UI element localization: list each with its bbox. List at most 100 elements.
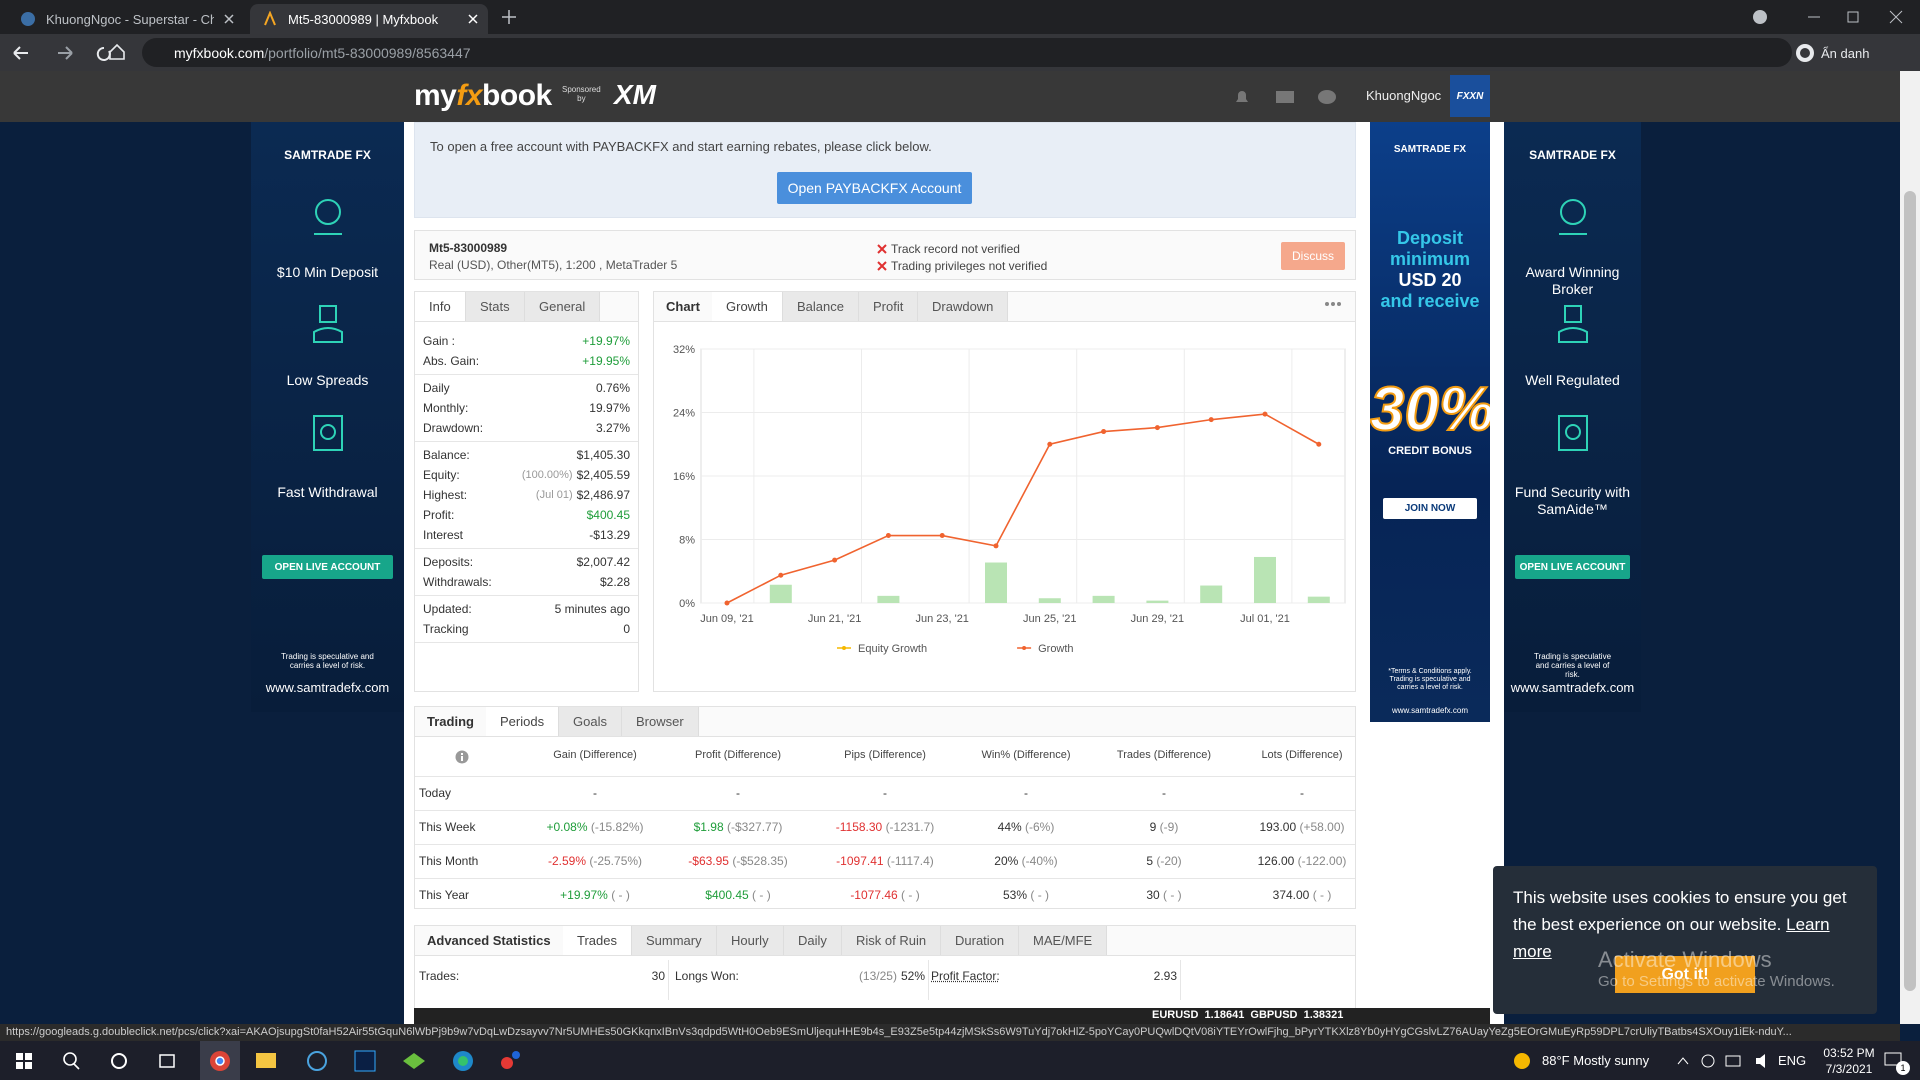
profile-icon (1796, 44, 1814, 62)
x-tick-label: Jun 29, '21 (1131, 613, 1184, 625)
column-header: Win% (Difference) (981, 749, 1071, 761)
adv-note: (13/25) (858, 969, 897, 983)
tab[interactable]: Browser (622, 707, 699, 736)
scrollbar[interactable] (1900, 71, 1920, 1024)
browser-tab[interactable]: KhuongNgoc - Superstar - Chậm (8, 4, 244, 34)
tab-title: Mt5-83000989 | Myfxbook (288, 11, 439, 27)
row-divider (415, 776, 1355, 777)
logo[interactable]: myfxbook (414, 79, 552, 113)
column-header: Trades (Difference) (1116, 749, 1212, 761)
left-ad[interactable]: SAMTRADE FX $10 Min Deposit Low Spreads Fas… (251, 122, 404, 712)
chart-menu[interactable] (1324, 301, 1342, 307)
stats-row: Abs. Gain: +19.95% (423, 351, 630, 371)
ad-bonus: 30% (1370, 374, 1490, 445)
tab[interactable]: Info (415, 292, 466, 321)
cell-diff: ( - ) (752, 888, 771, 902)
tab[interactable]: Goals (559, 707, 622, 736)
sponsor-logo[interactable]: XM (614, 79, 656, 110)
stats-value: 0.76% (595, 381, 630, 395)
account-bar: Mt5-83000989 Real (USD), Other(MT5), 1:2… (414, 230, 1356, 280)
omnibox[interactable]: myfxbook.com/portfolio/mt5-83000989/8563… (142, 38, 1792, 67)
cell-diff: (-6%) (1025, 820, 1055, 834)
tab[interactable]: Risk of Ruin (842, 926, 942, 955)
nav-buttons[interactable] (12, 44, 122, 62)
cell-value: 5 (1146, 854, 1153, 868)
close-icon[interactable] (224, 14, 234, 24)
ad-headline-line: minimum (1389, 249, 1470, 269)
tab[interactable]: Balance (783, 292, 859, 321)
chart-panel: Chart Growth Balance Profit Drawdown 0% 8% 16%… (653, 291, 1356, 692)
user-avatar[interactable]: FXXN (1450, 75, 1490, 117)
scroll-thumb[interactable] (1904, 191, 1916, 991)
ad-icon (312, 415, 343, 451)
point (724, 600, 730, 606)
window-controls[interactable] (1750, 8, 1910, 26)
new-tab[interactable] (502, 10, 516, 24)
period-cell: 30 ( - ) (1074, 888, 1254, 902)
close-icon[interactable] (468, 14, 478, 24)
ad-feature: $10 Min Deposit (276, 264, 379, 280)
notification-badge: 1 (1896, 1061, 1910, 1075)
cell-value: -$63.95 (688, 854, 729, 868)
tab[interactable]: Trades (563, 926, 632, 955)
tab[interactable]: MAE/MFE (1019, 926, 1108, 955)
ad-feature: Award Winning Broker (1525, 264, 1620, 297)
middle-ad[interactable]: SAMTRADE FX Deposit minimum USD 20 and rece… (1370, 122, 1490, 722)
line (726, 413, 1320, 604)
tab[interactable]: Daily (784, 926, 842, 955)
discuss-button[interactable]: Discuss (1281, 242, 1345, 270)
right-ad[interactable]: SAMTRADE FX Award Winning Broker Well Regu… (1504, 122, 1641, 712)
ad-button[interactable]: OPEN LIVE ACCOUNT (1515, 555, 1630, 579)
ad-brand: SAMTRADE FX (284, 148, 371, 162)
stats-label: Withdrawals: (423, 575, 492, 589)
sponsored-text: Sponsored (562, 85, 601, 94)
header-icons[interactable] (1233, 88, 1343, 106)
cookie-accept[interactable]: Got it! (1615, 956, 1755, 993)
profile[interactable]: Ẩn danh (1795, 42, 1869, 64)
tab[interactable]: Profit (859, 292, 919, 321)
period-cell: - (795, 786, 975, 800)
clock[interactable]: 03:52 PM 7/3/2021 (1814, 1045, 1884, 1077)
tab[interactable]: Drawdown (918, 292, 1009, 321)
notification-icon[interactable] (1884, 1052, 1902, 1068)
cell-diff: ( - ) (611, 888, 630, 902)
x-tick-label: Jun 23, '21 (915, 613, 968, 625)
site-header: myfxbook Sponsored by XM KhuongNgoc FXXN (0, 71, 1900, 122)
stats-note: (100.00%) (521, 469, 573, 481)
home-icon[interactable] (108, 43, 126, 61)
cookie-text: This website uses cookies to ensure you … (1513, 888, 1847, 934)
tab-label: Chart (666, 299, 700, 314)
tab[interactable]: Periods (486, 707, 560, 736)
cookie-link[interactable]: Learn more (1513, 915, 1830, 961)
stats-group: Updated: 5 minutes ago Tracking 0 (415, 596, 638, 643)
taskbar-icons[interactable] (0, 1041, 540, 1080)
watermark-text: Go to Settings to activate Windows. (1598, 973, 1835, 990)
browser-tab-active[interactable]: Mt5-83000989 | Myfxbook (250, 4, 488, 34)
username[interactable]: KhuongNgoc (1366, 88, 1442, 103)
column-header: Profit (Difference) (695, 749, 781, 761)
tray-icons[interactable] (1676, 1053, 1776, 1069)
ticker: EURUSD 1.18641 GBPUSD 1.38321 (1152, 1009, 1344, 1021)
tab[interactable]: Summary (632, 926, 717, 955)
stats-row: Updated: 5 minutes ago (423, 599, 630, 619)
point (1262, 411, 1268, 417)
sponsored: Sponsored by (562, 85, 601, 103)
cell-diff: (-1231.7) (885, 820, 935, 834)
tab[interactable]: Stats (466, 292, 525, 321)
tab[interactable]: General (525, 292, 601, 321)
language[interactable]: ENG (1778, 1053, 1807, 1068)
tab[interactable]: Duration (941, 926, 1020, 955)
info-icon[interactable] (455, 750, 469, 764)
weather[interactable]: 88°F Mostly sunny (1542, 1053, 1649, 1068)
bar (1092, 595, 1115, 603)
tab[interactable]: Hourly (717, 926, 784, 955)
stats-group: Gain : +19.97% Abs. Gain: +19.95% (415, 328, 638, 375)
promo-button[interactable]: Open PAYBACKFX Account (777, 172, 972, 204)
ad-button[interactable]: OPEN LIVE ACCOUNT (262, 555, 393, 579)
cell-value: 126.00 (1257, 854, 1295, 868)
ad-button[interactable]: JOIN NOW (1383, 498, 1477, 519)
period-cell: 53% ( - ) (936, 888, 1116, 902)
tab[interactable]: Growth (712, 292, 783, 321)
point (778, 572, 784, 578)
